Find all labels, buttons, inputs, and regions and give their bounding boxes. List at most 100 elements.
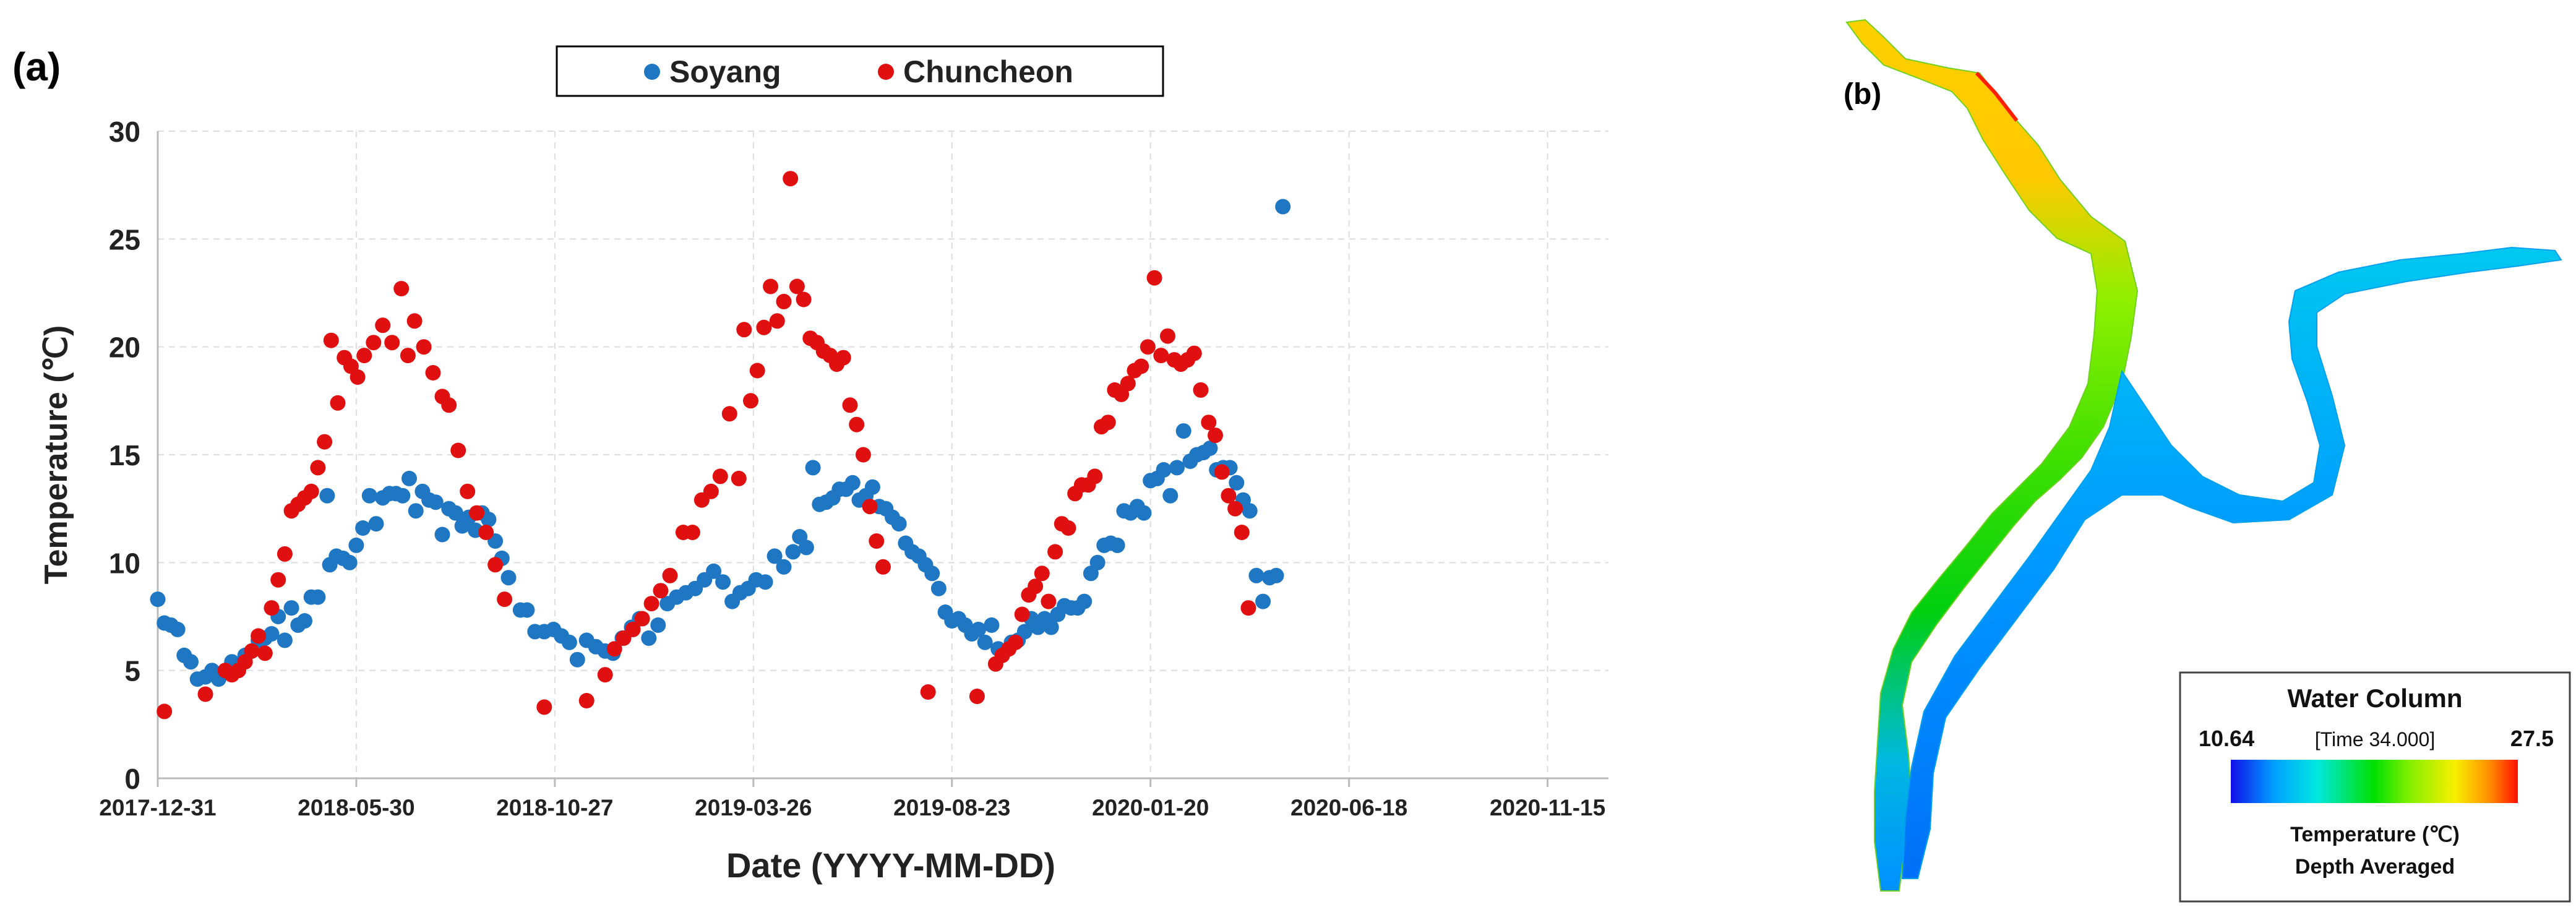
x-tick-label: 2020-06-18 [1290,795,1407,820]
data-point-chuncheon [350,369,366,385]
data-point-chuncheon [578,693,595,708]
data-point-chuncheon [855,447,871,463]
data-point-chuncheon [393,281,410,296]
data-point-soyang [971,621,987,637]
data-point-chuncheon [1227,501,1243,517]
river-red-edge [1975,71,2019,122]
data-point-chuncheon [1028,578,1044,595]
data-point-soyang [277,632,293,648]
data-point-soyang [283,600,299,616]
y-tick-label: 15 [109,439,140,471]
data-point-chuncheon [920,684,936,700]
data-point-soyang [1109,537,1125,553]
data-point-chuncheon [749,363,765,379]
data-point-chuncheon [441,397,457,413]
y-tick-label: 5 [124,655,140,687]
data-point-soyang [1229,475,1245,491]
data-point-chuncheon [323,332,339,348]
colorbar-title: Water Column [2287,684,2462,713]
data-point-chuncheon [712,468,728,484]
data-point-soyang [447,505,463,521]
data-point-chuncheon [875,559,891,575]
data-point-soyang [1089,554,1106,570]
data-point-soyang [310,589,326,605]
data-point-chuncheon [1153,348,1169,364]
data-point-chuncheon [625,621,641,637]
colorbar-mode: Depth Averaged [2295,855,2455,879]
data-point-chuncheon [684,525,700,540]
data-point-soyang [1156,462,1172,478]
data-point-chuncheon [497,591,513,608]
data-point-soyang [427,494,444,510]
data-point-chuncheon [597,667,613,683]
x-axis-label: Date (YYYY-MM-DD) [726,846,1055,885]
data-point-chuncheon [736,322,752,338]
data-point-chuncheon [277,546,293,562]
y-ticks: 0 5 10 15 20 25 30 [109,116,140,795]
y-tick-label: 0 [124,763,140,795]
data-point-chuncheon [425,365,441,380]
x-tick-label: 2019-03-26 [695,795,812,820]
data-point-soyang [641,630,657,646]
data-point-chuncheon [862,499,878,515]
data-point-chuncheon [721,406,737,422]
x-tick-label: 2020-11-15 [1490,795,1605,820]
data-point-chuncheon [1208,428,1223,444]
data-point-chuncheon [536,699,552,715]
data-point-soyang [1275,199,1291,215]
data-point-chuncheon [450,442,466,458]
data-point-chuncheon [366,335,382,351]
x-tick-label: 2018-05-30 [298,795,414,820]
data-point-chuncheon [270,572,286,588]
data-point-chuncheon [1214,464,1230,480]
data-point-soyang [368,516,384,532]
data-point-soyang [150,591,166,608]
grid-lines [158,131,1608,778]
data-point-soyang [1076,593,1093,609]
colorbar-min-label: 10.64 [2199,726,2254,751]
data-point-chuncheon [1060,520,1076,536]
data-point-chuncheon [251,628,267,644]
data-point-chuncheon [653,583,669,599]
data-point-soyang [805,460,821,476]
river-map [1845,19,2562,892]
data-point-chuncheon [310,460,326,476]
data-point-soyang [401,470,417,486]
data-point-soyang [977,634,993,650]
data-point-soyang [984,617,1000,633]
data-point-chuncheon [1087,468,1103,484]
data-point-chuncheon [606,641,622,657]
data-point-chuncheon [1221,488,1237,504]
data-point-soyang [1242,503,1258,519]
data-point-soyang [395,488,411,504]
colorbar-quantity: Temperature (℃) [2290,823,2460,846]
data-point-soyang [348,537,364,553]
data-point-soyang [319,488,335,504]
data-point-soyang [500,570,517,586]
data-point-chuncheon [1041,593,1057,609]
data-point-soyang [776,559,792,575]
data-point-soyang [408,503,424,519]
data-point-soyang [891,516,907,532]
data-point-chuncheon [264,600,280,616]
data-point-chuncheon [157,703,173,720]
data-point-soyang [297,613,312,629]
data-point-soyang [757,574,773,590]
data-point-chuncheon [835,350,851,366]
data-point-soyang [361,488,377,504]
colorbar-gradient [2231,760,2518,803]
data-point-chuncheon [849,416,865,432]
data-point-chuncheon [1240,600,1256,616]
data-point-chuncheon [1034,565,1050,582]
data-point-soyang [561,634,577,650]
river-tributary-lower [1901,246,2562,879]
data-point-soyang [706,563,722,579]
data-point-soyang [1169,460,1185,476]
data-point-chuncheon [1201,415,1217,431]
data-point-chuncheon [197,686,213,702]
data-point-soyang [569,651,585,668]
data-point-soyang [1136,505,1152,521]
legend-marker-soyang [644,64,660,80]
legend-marker-chuncheon [878,64,894,80]
data-point-soyang [1268,567,1284,583]
